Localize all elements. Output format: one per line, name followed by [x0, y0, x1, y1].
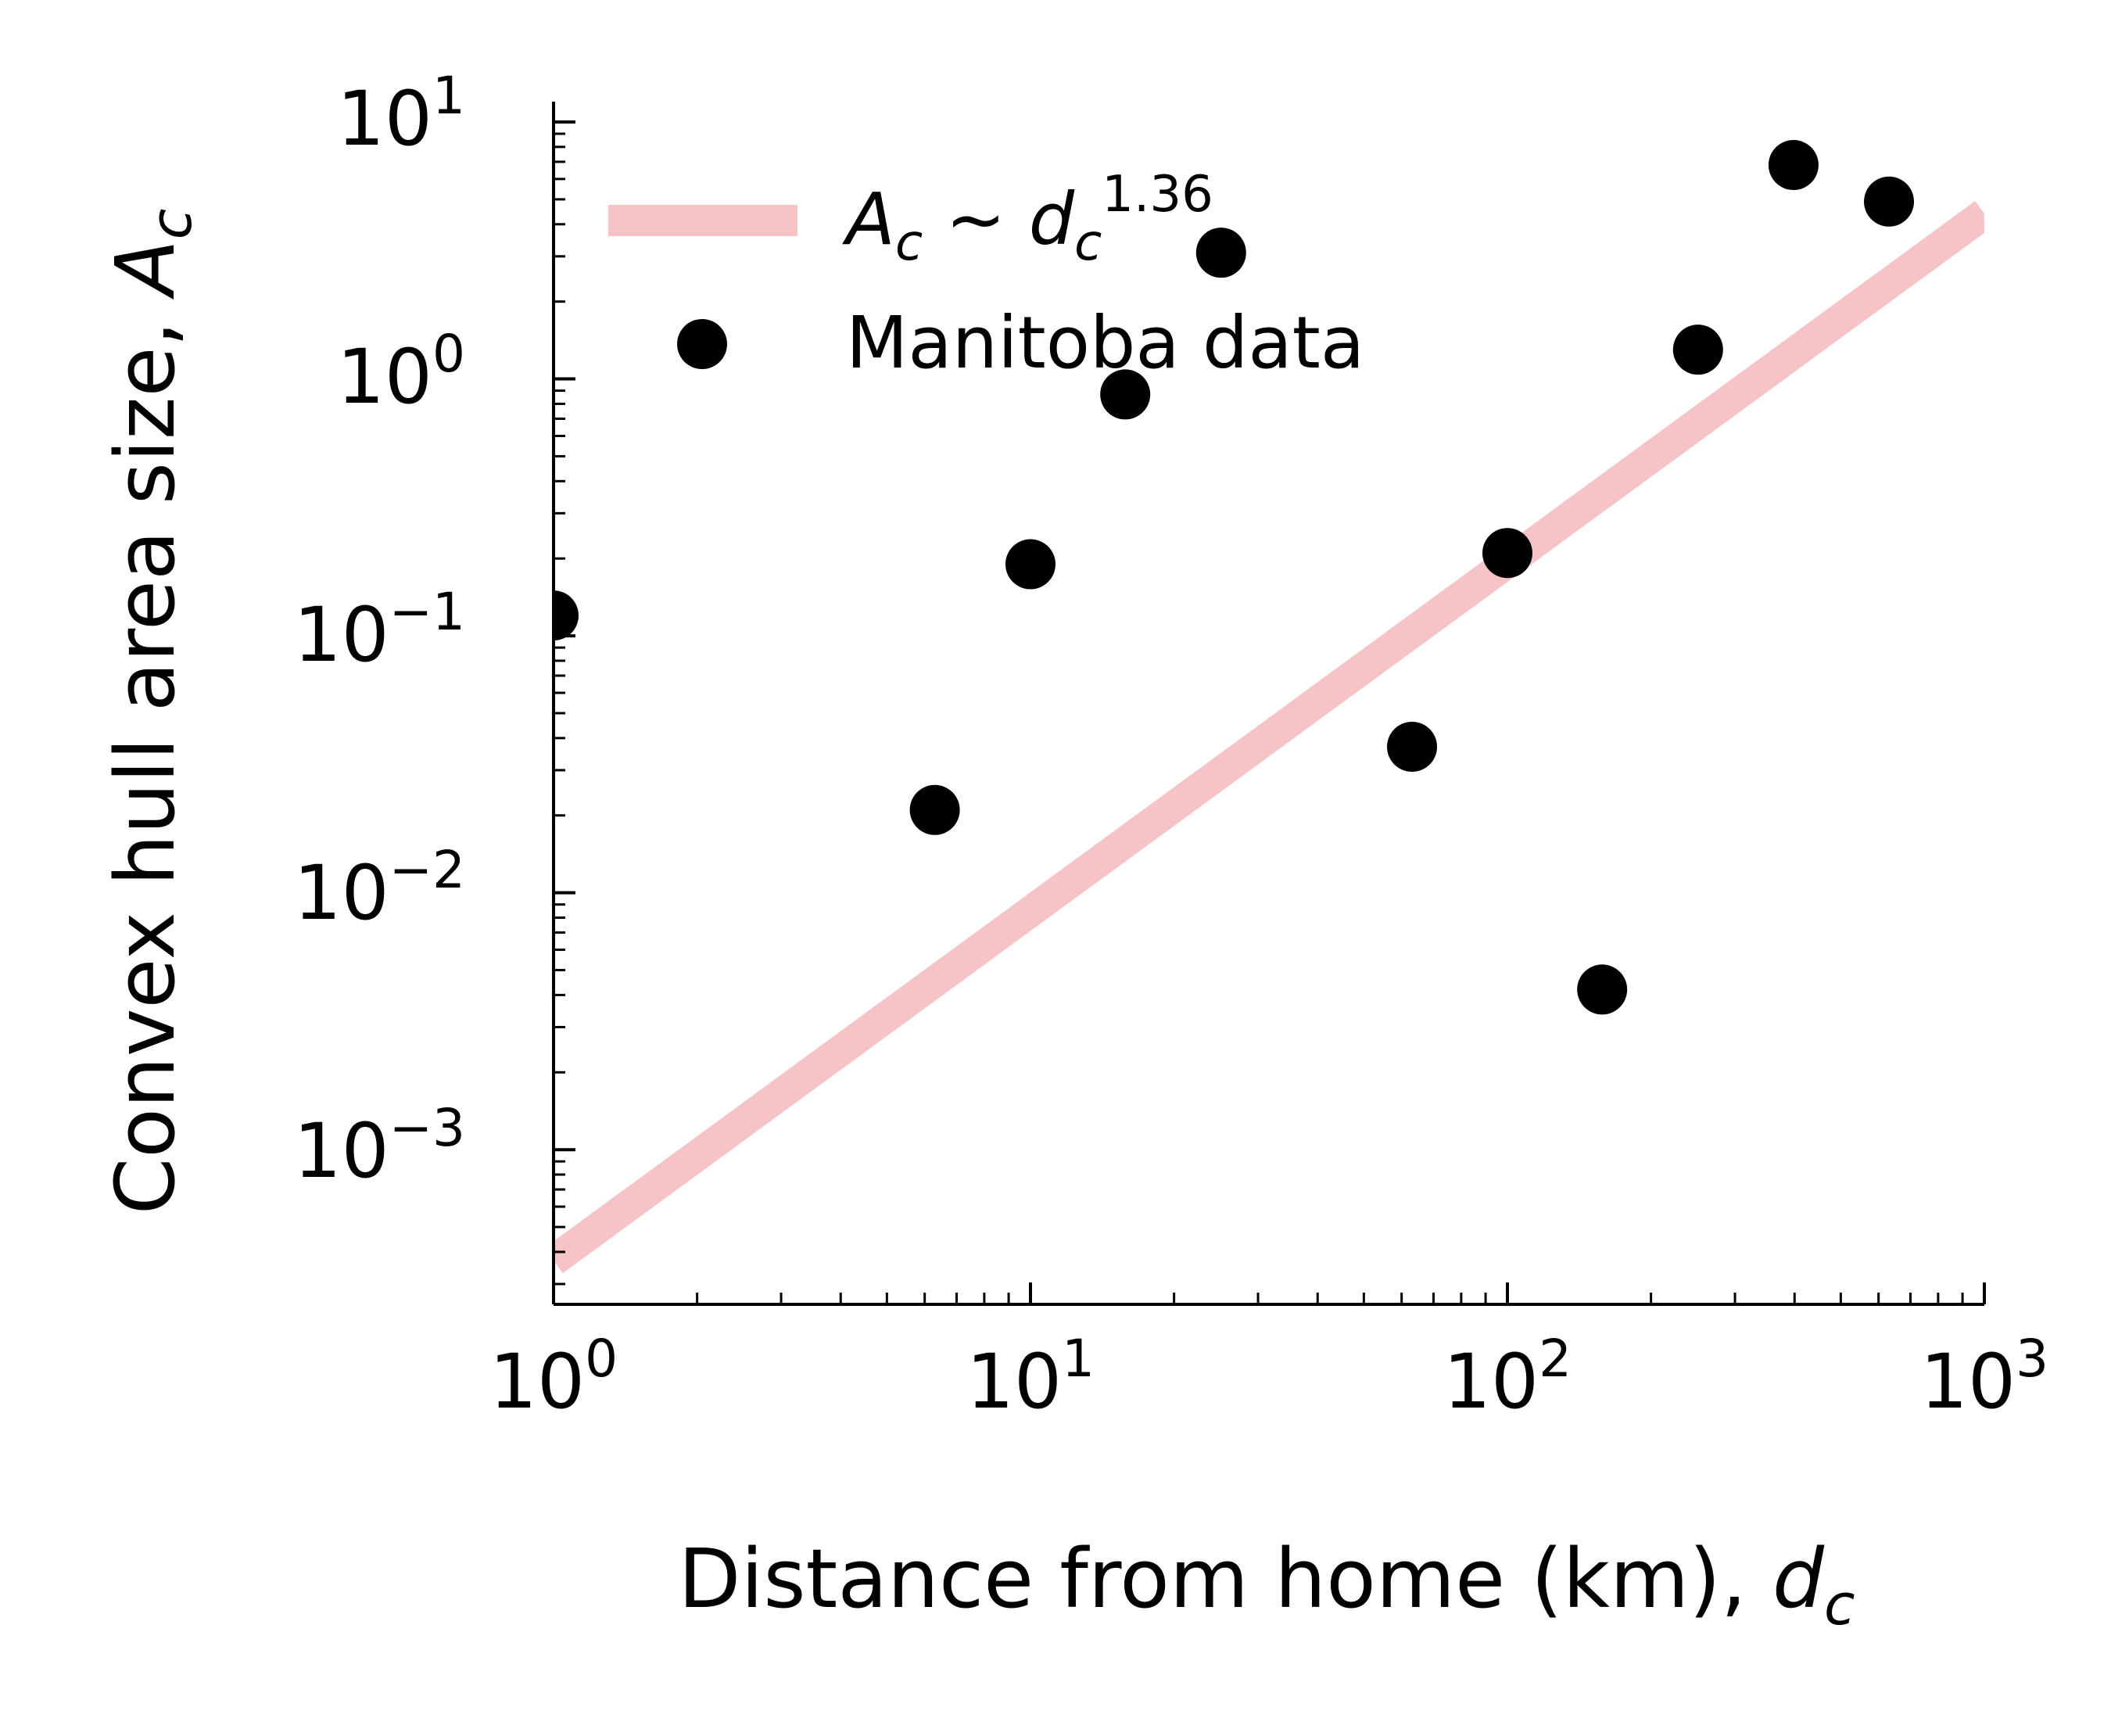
legend-data-marker — [677, 319, 727, 369]
data-point — [1672, 325, 1723, 375]
x-tick-label: 101 — [966, 1329, 1095, 1426]
x-tick-labels: 100 101 102 103 — [489, 1329, 2048, 1426]
data-point — [1577, 964, 1628, 1015]
x-axis-label: Distance from home (km), dc — [678, 1531, 1855, 1637]
y-tick-label: 100 — [337, 324, 465, 421]
y-tick-label: 10−1 — [294, 582, 465, 679]
data-point — [1768, 140, 1819, 191]
data-point — [1387, 721, 1438, 772]
x-tick-label: 102 — [1443, 1329, 1572, 1426]
data-point — [554, 590, 579, 641]
y-tick-label: 10−2 — [294, 840, 465, 937]
y-tick-labels: 10−3 10−2 10−1 100 101 — [294, 66, 465, 1195]
axes — [552, 102, 1986, 1306]
data-point — [1482, 528, 1532, 579]
data-point — [1100, 369, 1151, 420]
legend-fit-label: Ac ~ dc1.36 — [842, 166, 1213, 272]
fit-line — [554, 201, 1984, 1274]
x-tick-label: 103 — [1920, 1329, 2048, 1426]
legend: Ac ~ dc1.36 Manitoba data — [608, 166, 1364, 385]
plot-clipped — [554, 140, 1984, 1274]
legend-data-label: Manitoba data — [846, 301, 1364, 385]
plot-area — [554, 140, 1984, 1274]
data-point — [1195, 228, 1246, 278]
data-point — [909, 784, 960, 835]
y-tick-label: 10−3 — [294, 1098, 465, 1195]
y-axis-label: Convex hull area size, Ac — [98, 209, 204, 1215]
y-tick-label: 101 — [337, 66, 465, 163]
data-point — [1005, 539, 1056, 590]
data-point — [1864, 176, 1915, 227]
x-tick-label: 100 — [489, 1329, 618, 1426]
